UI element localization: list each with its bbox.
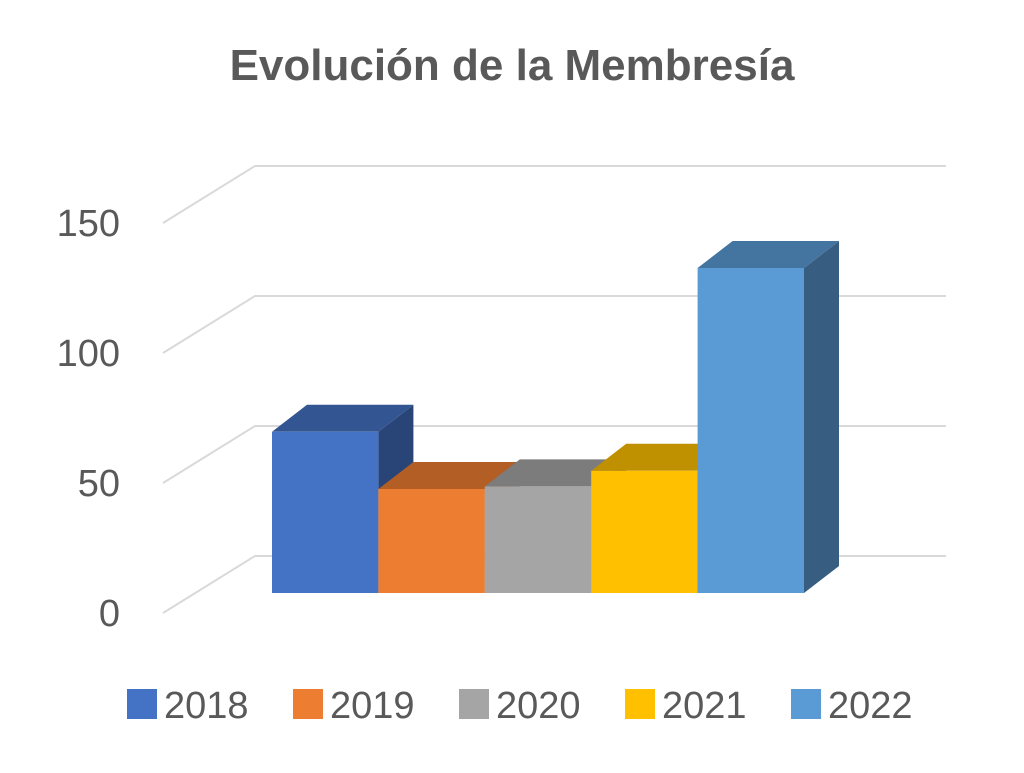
gridline-150 — [162, 165, 946, 224]
bars — [272, 241, 839, 593]
bar-top — [591, 443, 733, 471]
y-tick-label: 50 — [78, 463, 120, 505]
y-axis-ticks: 0 50 100 150 — [57, 203, 120, 635]
bar-front — [272, 431, 379, 593]
legend-label: 2020 — [496, 685, 581, 727]
bar-front — [484, 486, 592, 593]
legend-swatch — [293, 689, 323, 719]
legend-swatch — [791, 689, 821, 719]
y-tick-label: 150 — [57, 203, 120, 245]
legend-label: 2019 — [330, 685, 415, 727]
y-tick-label: 100 — [57, 333, 120, 375]
bar-top — [484, 459, 627, 487]
legend-item-2020: 2020 — [459, 685, 581, 727]
bar-front — [591, 470, 698, 593]
bar-front — [697, 268, 804, 593]
bar-top — [697, 241, 839, 268]
chart-title: Evolución de la Membresía — [230, 41, 795, 90]
legend-swatch — [127, 689, 157, 719]
bar-2022 — [697, 241, 839, 593]
legend-label: 2022 — [828, 685, 913, 727]
bar-top — [378, 462, 520, 489]
legend-item-2019: 2019 — [293, 685, 415, 727]
legend-item-2022: 2022 — [791, 685, 913, 727]
bar-side — [804, 241, 839, 593]
legend-item-2021: 2021 — [625, 685, 747, 727]
bar-front — [378, 489, 485, 593]
legend-swatch — [459, 689, 489, 719]
legend-label: 2021 — [662, 685, 747, 727]
legend-item-2018: 2018 — [127, 685, 249, 727]
legend-swatch — [625, 689, 655, 719]
legend-label: 2018 — [164, 685, 249, 727]
y-tick-label: 0 — [99, 593, 120, 635]
legend: 2018 2019 2020 2021 2022 — [127, 685, 913, 727]
bar-top — [272, 404, 414, 432]
